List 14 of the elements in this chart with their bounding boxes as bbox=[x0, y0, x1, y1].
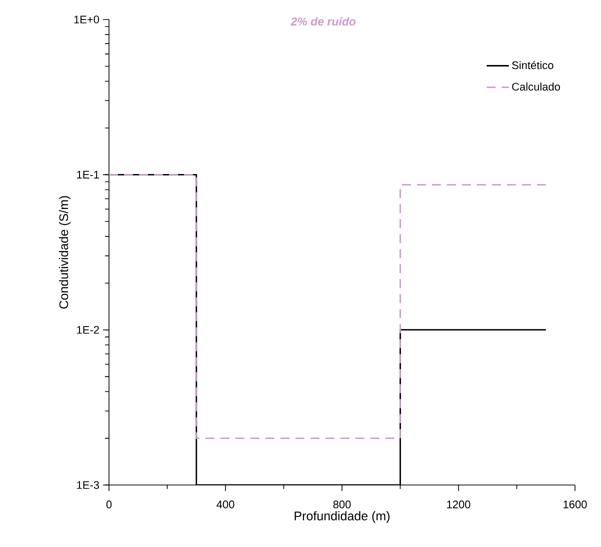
x-axis-title: Profundidade (m) bbox=[294, 511, 390, 523]
x-tick-label: 400 bbox=[216, 500, 234, 508]
y-tick-label: 1E+0 bbox=[74, 16, 100, 24]
x-tick-label: 0 bbox=[106, 500, 112, 508]
x-tick-label: 1600 bbox=[564, 500, 587, 508]
chart-title: 2% de ruído bbox=[290, 17, 356, 26]
y-axis-title: Condutividade (S/m) bbox=[58, 196, 71, 309]
x-tick-label: 800 bbox=[333, 500, 351, 508]
legend-label: Sintético bbox=[512, 60, 554, 70]
y-tick-label: 1E-1 bbox=[77, 170, 99, 178]
y-tick-label: 1E-3 bbox=[77, 481, 99, 489]
y-tick-label: 1E-2 bbox=[77, 326, 99, 334]
x-tick-label: 1200 bbox=[447, 500, 470, 508]
legend-label: Calculado bbox=[512, 82, 560, 91]
